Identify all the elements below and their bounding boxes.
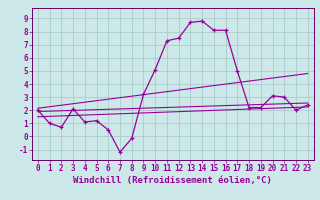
X-axis label: Windchill (Refroidissement éolien,°C): Windchill (Refroidissement éolien,°C)	[73, 176, 272, 185]
